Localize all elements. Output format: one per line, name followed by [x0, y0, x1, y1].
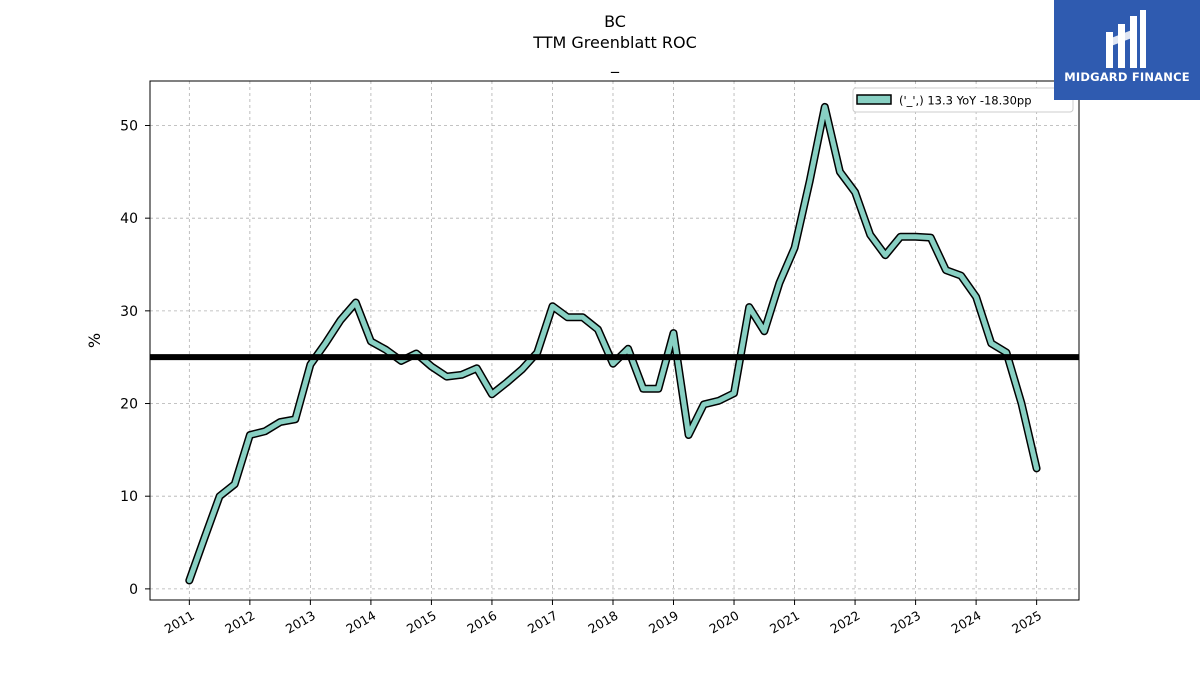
y-tick-label: 40	[120, 211, 138, 227]
x-tick-label: 2025	[1009, 608, 1044, 637]
midgard-logo-icon	[1106, 10, 1146, 68]
data-point	[475, 367, 478, 370]
x-tick-label: 2021	[767, 608, 802, 637]
data-point	[596, 328, 600, 331]
x-tick-label: 2022	[828, 608, 863, 637]
data-point	[551, 305, 554, 308]
data-point	[642, 387, 645, 390]
y-tick-label: 0	[129, 582, 138, 598]
data-point	[959, 274, 963, 277]
data-point	[717, 399, 721, 402]
data-point	[778, 281, 781, 285]
data-point	[1005, 351, 1008, 354]
y-tick-label: 10	[120, 489, 138, 505]
data-point	[354, 301, 357, 304]
data-point	[294, 418, 297, 421]
x-tick-label: 2019	[646, 608, 681, 637]
data-point	[748, 305, 751, 309]
data-point	[203, 536, 206, 540]
data-point	[263, 430, 267, 433]
data-point	[536, 351, 539, 354]
y-tick-label: 30	[120, 304, 138, 320]
chart-subtitle: TTM Greenblatt ROC	[533, 33, 697, 52]
data-point	[278, 420, 282, 424]
data-point	[914, 235, 917, 238]
data-point	[702, 403, 705, 406]
data-point	[611, 362, 615, 365]
x-tick-label: 2013	[283, 608, 318, 637]
x-tick-label: 2024	[949, 608, 984, 637]
x-tick-label: 2014	[343, 608, 378, 637]
data-point	[763, 330, 766, 333]
data-point	[400, 359, 403, 363]
y-tick-label: 50	[120, 118, 138, 134]
data-point	[672, 331, 675, 335]
data-point	[521, 368, 524, 371]
data-point	[823, 105, 826, 109]
data-point	[490, 393, 494, 396]
data-point	[505, 381, 509, 384]
data-point	[233, 483, 236, 486]
data-point	[869, 233, 872, 236]
data-point	[415, 352, 418, 355]
data-point	[793, 246, 796, 249]
x-tick-label: 2018	[585, 608, 620, 637]
y-tick-label: 20	[120, 397, 138, 413]
x-tick-label: 2015	[404, 608, 439, 637]
data-point	[324, 342, 327, 345]
data-point	[929, 236, 932, 239]
brand-name: MIDGARD FINANCE	[1064, 70, 1190, 84]
data-point	[188, 579, 191, 582]
data-point	[1035, 467, 1038, 470]
data-point	[1020, 402, 1023, 405]
x-tick-label: 2016	[464, 608, 499, 637]
legend-swatch	[856, 94, 892, 105]
data-point	[990, 342, 993, 345]
data-point	[899, 235, 902, 238]
data-point	[974, 295, 978, 299]
legend-label: ('_',) 13.3 YoY -18.30pp	[899, 94, 1032, 108]
data-point	[430, 365, 433, 368]
data-point	[732, 392, 736, 395]
x-tick-label: 2023	[888, 608, 923, 637]
data-point	[445, 375, 448, 378]
x-tick-label: 2020	[706, 608, 741, 637]
data-point	[838, 170, 842, 173]
data-point	[248, 433, 252, 437]
plot-frame	[149, 80, 1080, 601]
chart-subtitle-2: _	[611, 54, 619, 73]
legend-box	[852, 87, 1074, 113]
data-point	[808, 179, 811, 183]
data-point	[384, 348, 388, 351]
data-point	[884, 254, 887, 257]
data-point	[944, 268, 948, 272]
chart-title: BC	[604, 12, 626, 31]
x-tick-label: 2012	[222, 608, 257, 637]
data-point	[853, 191, 857, 194]
brand-logo: MIDGARD FINANCE	[1054, 0, 1200, 100]
data-point	[566, 316, 569, 319]
data-point	[460, 373, 463, 376]
y-axis-label: %	[85, 333, 104, 348]
data-point	[581, 316, 584, 319]
data-point	[369, 340, 373, 343]
chart-title-block: BC TTM Greenblatt ROC _	[0, 11, 1200, 74]
x-tick-label: 2017	[525, 608, 560, 637]
data-point	[218, 495, 221, 498]
data-point	[626, 347, 630, 350]
data-point	[657, 387, 660, 390]
plot-area	[150, 81, 1079, 600]
data-point	[339, 318, 342, 322]
data-point	[687, 433, 690, 437]
x-tick-label: 2011	[162, 608, 197, 637]
data-point	[309, 363, 312, 366]
legend: ('_',) 13.3 YoY -18.30pp	[852, 87, 1074, 113]
